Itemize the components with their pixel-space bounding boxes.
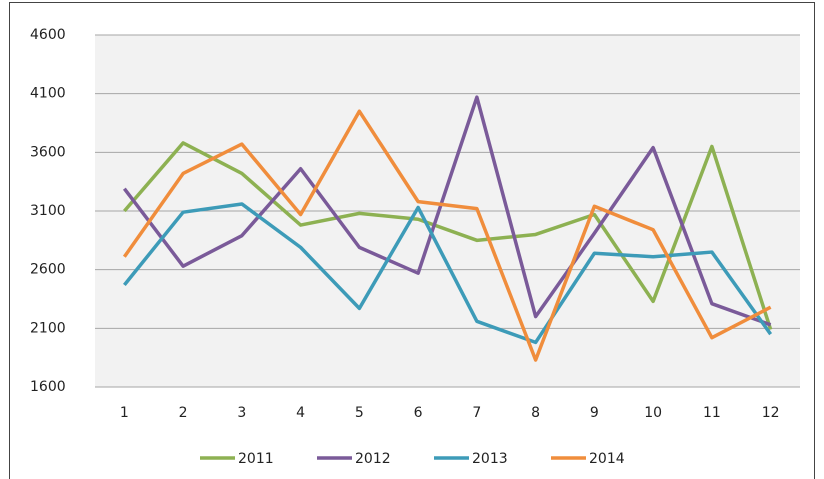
series-line: [122, 109, 772, 362]
x-tick-label: 4: [296, 405, 305, 421]
y-tick-label: 2100: [30, 320, 66, 336]
x-tick-label: 9: [590, 405, 599, 421]
legend-label: 2011: [238, 451, 274, 467]
x-tick-label: 3: [237, 405, 246, 421]
x-tick-label: 6: [414, 405, 423, 421]
series-line: [123, 141, 773, 331]
x-tick-label: 11: [703, 405, 721, 421]
y-tick-label: 2600: [30, 262, 66, 278]
x-tick-label: 12: [762, 405, 780, 421]
y-tick-label: 4600: [30, 27, 66, 43]
x-tick-label: 8: [531, 405, 540, 421]
y-tick-label: 1600: [30, 379, 66, 395]
series-line: [123, 202, 773, 345]
x-tick-label: 10: [644, 405, 662, 421]
y-tick-label: 3600: [30, 144, 66, 160]
x-tick-label: 1: [120, 405, 129, 421]
y-tick-label: 4100: [30, 86, 66, 102]
x-tick-label: 7: [472, 405, 481, 421]
legend-label: 2014: [589, 451, 625, 467]
x-tick-label: 2: [179, 405, 188, 421]
x-tick-label: 5: [355, 405, 364, 421]
y-tick-label: 3100: [30, 203, 66, 219]
series-line: [122, 95, 772, 327]
legend-label: 2012: [355, 451, 391, 467]
legend-label: 2013: [472, 451, 508, 467]
